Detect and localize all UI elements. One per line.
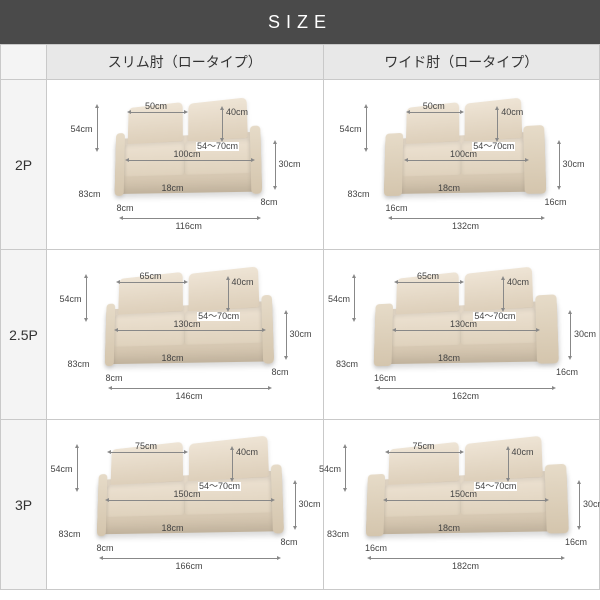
sofa-diagram: 54cm 65cm 40cm 54～70cm130cm 30cm 8cm 18cm 83cm 8… <box>51 254 319 415</box>
dimension-label: 8cm <box>261 198 278 207</box>
row-header: 3P <box>1 420 47 590</box>
dimension-label: 83cm <box>327 530 349 539</box>
sofa-cell: 54cm 75cm 40cm 54～70cm150cm 30cm 8cm 18cm 83cm 8… <box>47 420 324 590</box>
dimension-label: 65cm <box>417 272 439 281</box>
dimension-label: 132cm <box>452 222 479 231</box>
dimension-label: 40cm <box>507 278 529 287</box>
dimension-label: 30cm <box>290 330 312 339</box>
col-header-slim: スリム肘（ロータイプ） <box>47 45 324 80</box>
sofa-diagram: 54cm 50cm 40cm 54～70cm100cm 30cm 16cm 18cm 83cm… <box>328 84 596 245</box>
sofa-cell: 54cm 65cm 40cm 54～70cm130cm 30cm 8cm 18cm 83cm 8… <box>47 250 324 420</box>
dimension-label: 83cm <box>68 360 90 369</box>
dimension-label: 30cm <box>574 330 596 339</box>
dimension-label: 116cm <box>176 222 202 231</box>
dimension-label: 83cm <box>59 530 81 539</box>
dimension-label: 8cm <box>117 204 134 213</box>
row-header: 2.5P <box>1 250 47 420</box>
dimension-label: 30cm <box>583 500 600 509</box>
dimension-label: 40cm <box>501 108 523 117</box>
dimension-label: 54cm <box>328 295 350 304</box>
dimension-label: 16cm <box>545 198 567 207</box>
dimension-label: 83cm <box>79 190 101 199</box>
dimension-label: 16cm <box>556 368 578 377</box>
dimension-label: 54cm <box>340 125 362 134</box>
col-header-wide: ワイド肘（ロータイプ） <box>323 45 600 80</box>
dimension-label: 40cm <box>512 448 534 457</box>
row-header: 2P <box>1 80 47 250</box>
dimension-label: 182cm <box>452 562 479 571</box>
dimension-label: 8cm <box>97 544 114 553</box>
dimension-label: 54～70cm <box>472 142 515 151</box>
dimension-label: 40cm <box>226 108 248 117</box>
size-header: SIZE <box>0 0 600 44</box>
dimension-label: 100cm <box>174 150 201 159</box>
dimension-label: 18cm <box>438 184 460 193</box>
dimension-label: 75cm <box>135 442 157 451</box>
sofa-cell: 54cm 50cm 40cm 54～70cm100cm 30cm 16cm 18cm 83cm… <box>323 80 600 250</box>
dimension-label: 54～70cm <box>474 482 517 491</box>
dimension-label: 54cm <box>319 465 341 474</box>
dimension-label: 8cm <box>281 538 298 547</box>
sofa-cell: 54cm 50cm 40cm 54～70cm100cm 30cm 8cm 18cm 83cm 8… <box>47 80 324 250</box>
dimension-label: 18cm <box>162 524 184 533</box>
dimension-label: 54～70cm <box>473 312 516 321</box>
dimension-label: 8cm <box>106 374 123 383</box>
dimension-label: 150cm <box>174 490 201 499</box>
dimension-label: 130cm <box>174 320 201 329</box>
size-row: 3P54cm75cm40cm54～70cm150cm30cm8cm18cm83c… <box>1 420 600 590</box>
dimension-label: 146cm <box>176 392 203 401</box>
dimension-label: 16cm <box>365 544 387 553</box>
size-row: 2P54cm50cm40cm54～70cm100cm30cm8cm18cm83c… <box>1 80 600 250</box>
dimension-label: 16cm <box>374 374 396 383</box>
dimension-label: 50cm <box>145 102 167 111</box>
sofa-cell: 54cm75cm40cm54～70cm150cm30cm16cm18cm83cm… <box>323 420 600 590</box>
dimension-label: 162cm <box>452 392 479 401</box>
dimension-label: 100cm <box>450 150 477 159</box>
dimension-label: 30cm <box>299 500 321 509</box>
dimension-label: 54～70cm <box>197 312 240 321</box>
dimension-label: 54～70cm <box>198 482 241 491</box>
dimension-label: 54cm <box>60 295 82 304</box>
dimension-label: 8cm <box>272 368 289 377</box>
dimension-label: 75cm <box>413 442 435 451</box>
sofa-diagram: 54cm75cm40cm54～70cm150cm30cm16cm18cm83cm… <box>328 424 596 585</box>
sofa-diagram: 54cm 75cm 40cm 54～70cm150cm 30cm 8cm 18cm 83cm 8… <box>51 424 319 585</box>
dimension-label: 50cm <box>423 102 445 111</box>
dimension-label: 65cm <box>140 272 162 281</box>
dimension-label: 18cm <box>438 354 460 363</box>
size-row: 2.5P54cm65cm40cm54～70cm130cm30cm8cm18cm8… <box>1 250 600 420</box>
column-header-row: スリム肘（ロータイプ） ワイド肘（ロータイプ） <box>1 45 600 80</box>
size-chart-table: スリム肘（ロータイプ） ワイド肘（ロータイプ） 2P54cm50cm40cm54… <box>0 44 600 590</box>
dimension-label: 54cm <box>71 125 93 134</box>
dimension-label: 18cm <box>162 354 184 363</box>
dimension-label: 18cm <box>162 184 184 193</box>
dimension-label: 83cm <box>336 360 358 369</box>
dimension-label: 16cm <box>386 204 408 213</box>
dimension-label: 130cm <box>450 320 477 329</box>
dimension-label: 40cm <box>232 278 254 287</box>
sofa-diagram: 54cm 65cm 40cm 54～70cm130cm 30cm 16cm 18cm 83cm… <box>328 254 596 415</box>
dimension-label: 54～70cm <box>196 142 239 151</box>
dimension-label: 18cm <box>438 524 460 533</box>
dimension-label: 30cm <box>563 160 585 169</box>
dimension-label: 30cm <box>279 160 301 169</box>
dimension-label: 83cm <box>348 190 370 199</box>
dimension-label: 150cm <box>450 490 477 499</box>
dimension-label: 166cm <box>176 562 203 571</box>
dimension-label: 40cm <box>236 448 258 457</box>
sofa-diagram: 54cm 50cm 40cm 54～70cm100cm 30cm 8cm 18cm 83cm 8… <box>51 84 319 245</box>
dimension-label: 54cm <box>51 465 73 474</box>
dimension-label: 16cm <box>565 538 587 547</box>
corner-cell <box>1 45 47 80</box>
sofa-cell: 54cm 65cm 40cm 54～70cm130cm 30cm 16cm 18cm 83cm… <box>323 250 600 420</box>
